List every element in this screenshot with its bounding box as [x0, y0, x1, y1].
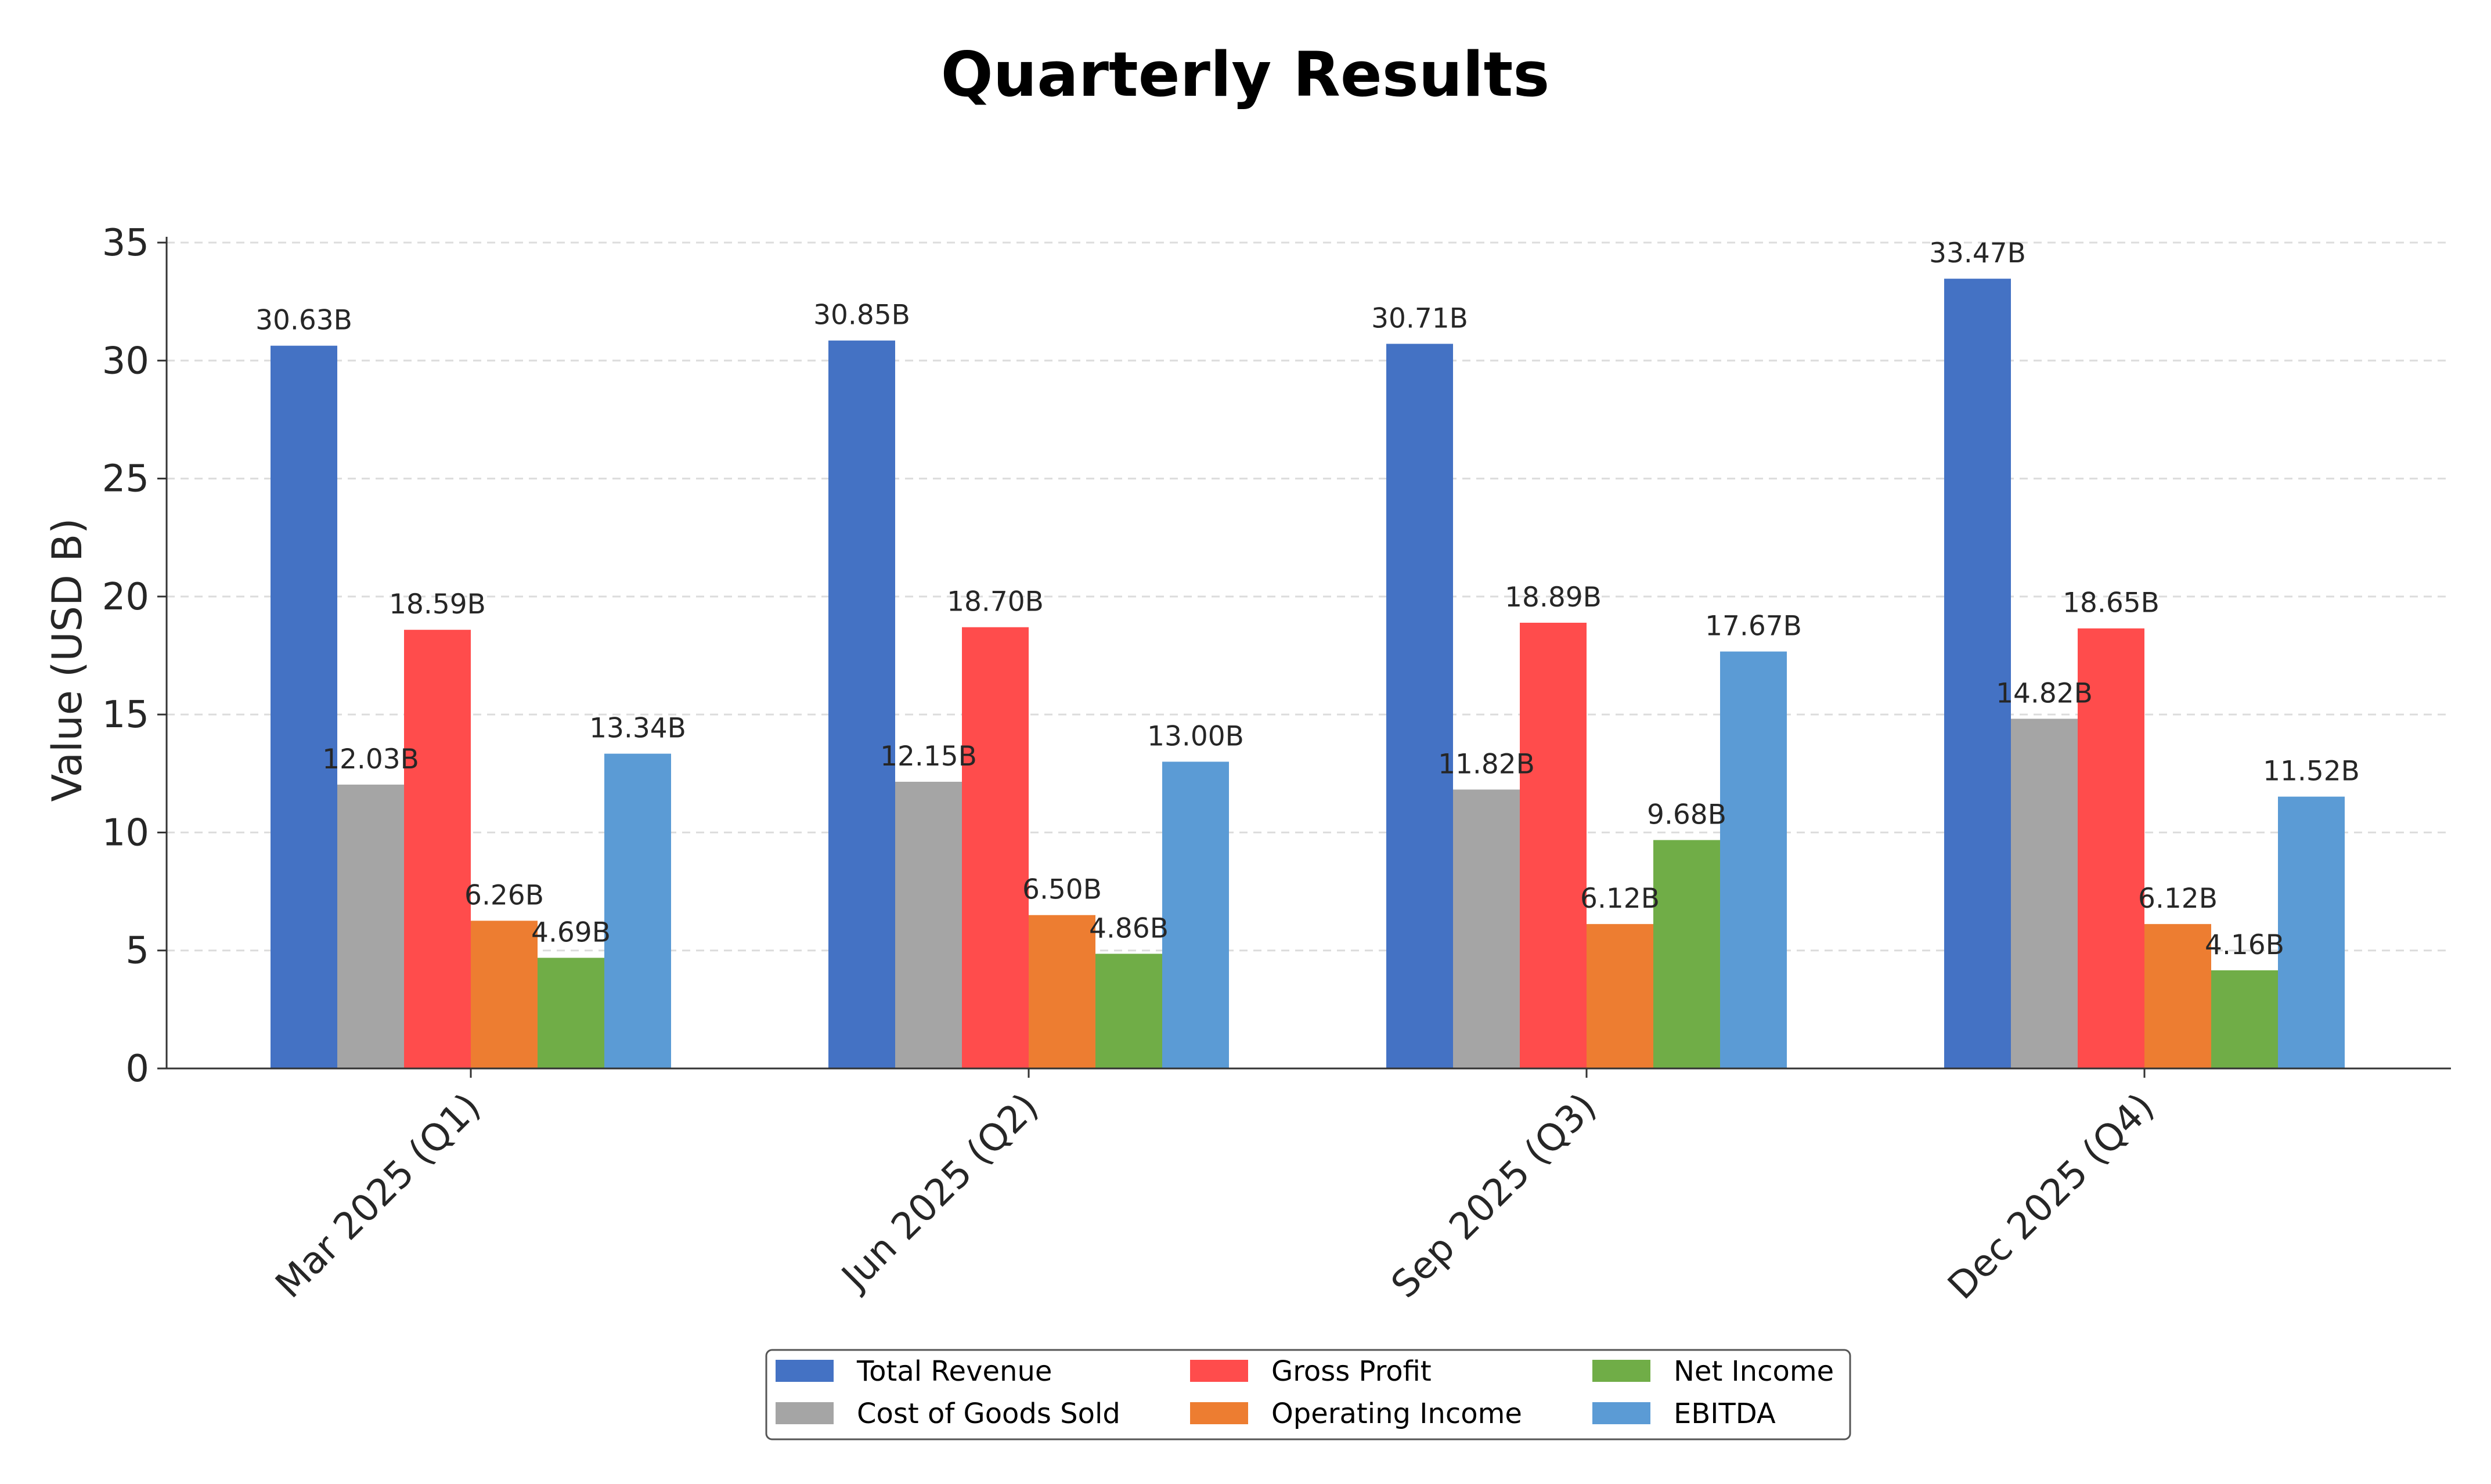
- bar-ebitda-mar-2025-q1: [604, 753, 671, 1068]
- bars: [271, 279, 2345, 1069]
- y-tick-label: 30: [102, 340, 149, 382]
- x-tick-label: Dec 2025 (Q4): [1940, 1085, 2163, 1308]
- y-tick-label: 5: [125, 930, 149, 973]
- value-label: 4.16B: [2205, 929, 2284, 961]
- value-label: 4.86B: [1089, 912, 1169, 944]
- value-label: 6.12B: [2138, 883, 2218, 915]
- value-label: 30.71B: [1371, 302, 1468, 334]
- y-tick-label: 25: [102, 458, 149, 501]
- legend-label-cost-of-goods-sold: Cost of Goods Sold: [857, 1398, 1120, 1430]
- value-label: 30.63B: [255, 305, 352, 337]
- bar-cost-of-goods-sold-dec-2025-q4: [2011, 718, 2078, 1068]
- bar-net-income-jun-2025-q2: [1095, 954, 1162, 1068]
- value-label: 18.89B: [1505, 582, 1602, 613]
- legend-swatch-gross-profit: [1190, 1360, 1248, 1382]
- value-label: 30.85B: [813, 299, 910, 331]
- bar-net-income-dec-2025-q4: [2211, 970, 2278, 1068]
- value-label: 6.50B: [1022, 874, 1102, 906]
- y-tick-label: 10: [102, 811, 149, 854]
- bar-ebitda-dec-2025-q4: [2278, 796, 2345, 1068]
- bar-ebitda-jun-2025-q2: [1162, 761, 1229, 1068]
- y-tick-label: 0: [125, 1048, 149, 1091]
- bar-gross-profit-jun-2025-q2: [962, 627, 1029, 1068]
- legend-label-operating-income: Operating Income: [1271, 1398, 1522, 1430]
- gridlines: [167, 241, 2451, 952]
- legend-swatch-operating-income: [1190, 1402, 1248, 1424]
- value-label: 14.82B: [1996, 677, 2093, 709]
- legend: Total Revenue Cost of Goods Sold Gross Pro…: [765, 1349, 1851, 1440]
- value-label: 6.26B: [464, 879, 544, 911]
- legend-swatch-cost-of-goods-sold: [776, 1402, 834, 1424]
- value-label: 13.00B: [1147, 720, 1244, 752]
- bar-gross-profit-dec-2025-q4: [2078, 628, 2144, 1068]
- y-tick-label: 20: [102, 576, 149, 619]
- y-tick-label: 15: [102, 694, 149, 736]
- value-label: 18.70B: [947, 586, 1044, 618]
- value-label: 13.34B: [589, 713, 686, 745]
- value-label: 18.65B: [2063, 587, 2160, 619]
- bar-gross-profit-sep-2025-q3: [1520, 622, 1587, 1068]
- legend-swatch-ebitda: [1592, 1402, 1650, 1424]
- bar-operating-income-mar-2025-q1: [471, 920, 538, 1068]
- bar-ebitda-sep-2025-q3: [1720, 651, 1787, 1068]
- bar-net-income-mar-2025-q1: [538, 958, 604, 1068]
- bar-gross-profit-mar-2025-q1: [404, 630, 471, 1068]
- legend-label-net-income: Net Income: [1674, 1355, 1834, 1388]
- bar-total-revenue-mar-2025-q1: [271, 345, 337, 1069]
- y-ticks: 0 5 10 15 20 25 30 35: [102, 222, 167, 1091]
- x-tick-label: Jun 2025 (Q2): [832, 1085, 1047, 1300]
- x-tick-label: Mar 2025 (Q1): [268, 1085, 489, 1306]
- bar-operating-income-jun-2025-q2: [1029, 915, 1095, 1068]
- bar-cost-of-goods-sold-sep-2025-q3: [1453, 789, 1520, 1068]
- bar-total-revenue-sep-2025-q3: [1386, 344, 1453, 1068]
- value-label: 12.03B: [322, 743, 419, 775]
- value-label: 33.47B: [1929, 237, 2026, 269]
- legend-swatch-net-income: [1592, 1360, 1650, 1382]
- value-label: 18.59B: [389, 588, 486, 620]
- value-label: 11.52B: [2263, 756, 2360, 788]
- value-label: 11.82B: [1438, 748, 1535, 780]
- chart-title: Quarterly Results: [941, 39, 1550, 110]
- y-tick-label: 35: [102, 222, 149, 265]
- axes: [165, 237, 2451, 1070]
- value-label: 9.68B: [1647, 799, 1726, 831]
- bar-cost-of-goods-sold-jun-2025-q2: [895, 782, 962, 1068]
- bar-cost-of-goods-sold-mar-2025-q1: [337, 784, 404, 1068]
- value-label: 17.67B: [1705, 611, 1802, 642]
- legend-label-total-revenue: Total Revenue: [856, 1355, 1052, 1388]
- bar-operating-income-sep-2025-q3: [1587, 924, 1653, 1068]
- legend-swatch-total-revenue: [776, 1360, 834, 1382]
- x-tick-label: Sep 2025 (Q3): [1383, 1085, 1605, 1306]
- bar-net-income-sep-2025-q3: [1653, 840, 1720, 1068]
- x-ticks: Mar 2025 (Q1) Jun 2025 (Q2) Sep 2025 (Q3) D…: [268, 1068, 2162, 1308]
- bar-total-revenue-jun-2025-q2: [828, 340, 895, 1068]
- value-labels: 30.63B 12.03B 18.59B 6.26B 4.69B 13.34B 30.85B…: [255, 237, 2360, 961]
- legend-box: [765, 1349, 1851, 1440]
- value-label: 6.12B: [1580, 883, 1660, 915]
- value-label: 12.15B: [880, 741, 977, 772]
- value-label: 4.69B: [531, 916, 611, 948]
- legend-label-gross-profit: Gross Profit: [1271, 1355, 1432, 1388]
- y-axis-label: Value (USD B): [44, 518, 91, 802]
- legend-label-ebitda: EBITDA: [1674, 1398, 1776, 1430]
- bar-operating-income-dec-2025-q4: [2144, 924, 2211, 1068]
- bar-total-revenue-dec-2025-q4: [1944, 279, 2011, 1068]
